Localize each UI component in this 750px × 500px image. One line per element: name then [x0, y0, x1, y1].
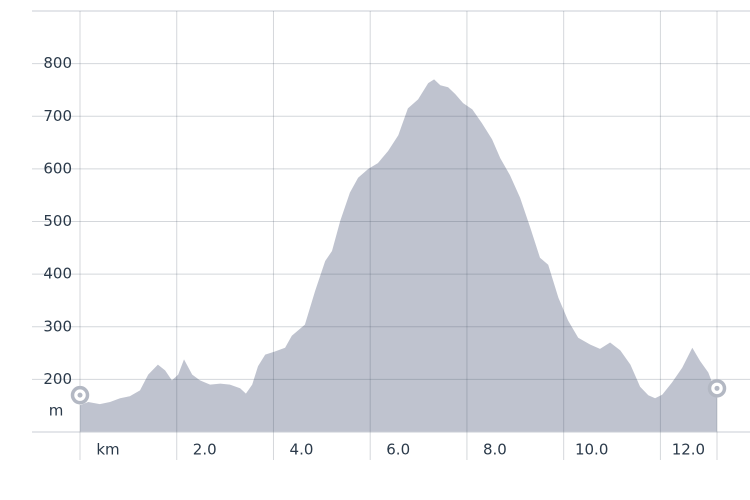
x-tick-label: 6.0 — [386, 441, 410, 459]
endpoint-marker-dot — [77, 392, 83, 398]
y-tick-label: 200 — [43, 370, 72, 388]
y-tick-label: 400 — [43, 265, 72, 283]
x-tick-label: 2.0 — [193, 441, 217, 459]
x-tick-label: km — [96, 441, 119, 459]
elevation-area — [80, 79, 717, 433]
y-tick-label: 600 — [43, 159, 72, 177]
y-tick-label: 700 — [43, 107, 72, 125]
y-tick-label: 500 — [43, 212, 72, 230]
y-unit-label: m — [49, 402, 64, 420]
x-tick-label: 10.0 — [575, 441, 608, 459]
endpoint-marker-dot — [714, 385, 720, 391]
y-tick-label: 800 — [43, 54, 72, 72]
x-tick-label: 12.0 — [672, 441, 705, 459]
x-tick-label: 8.0 — [483, 441, 507, 459]
x-tick-label: 4.0 — [290, 441, 314, 459]
y-tick-label: 300 — [43, 317, 72, 335]
